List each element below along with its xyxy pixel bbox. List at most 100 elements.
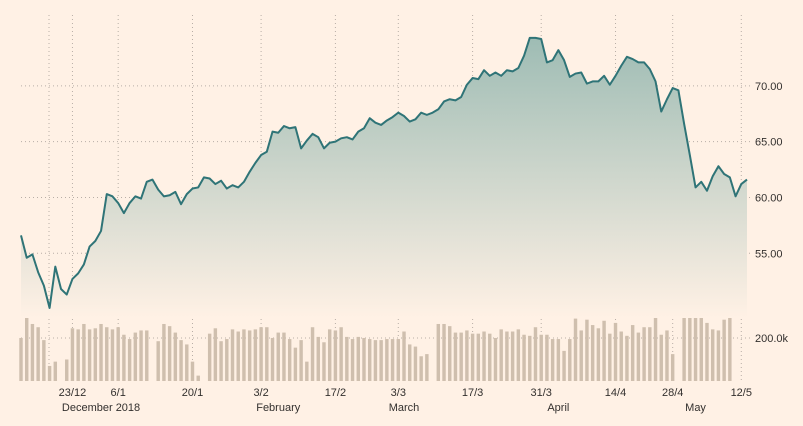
volume-bar [133, 332, 138, 381]
volume-bar [242, 329, 246, 381]
volume-bars [19, 302, 732, 381]
volume-bar [545, 334, 549, 381]
volume-bar [247, 330, 252, 381]
x-axis-date-labels: 23/12 6/1 20/1 3/2 17/2 3/3 17/3 31/3 14/4 28/4 12… [59, 387, 752, 399]
volume-bar [453, 332, 458, 381]
y-axis-labels: 55.00 60.00 65.00 70.00 [755, 81, 783, 260]
volume-bar [322, 342, 326, 381]
volume-bar [207, 333, 212, 381]
volume-bar [670, 354, 675, 381]
volume-bar [339, 327, 343, 381]
volume-bar [373, 340, 378, 381]
volume-bar [699, 317, 703, 381]
volume-bar [659, 334, 663, 381]
x-axis-month-labels: December 2018FebruaryMarchAprilMayJune [62, 402, 707, 414]
volume-bar [145, 330, 149, 381]
y-tick-label: 65.00 [755, 137, 783, 149]
volume-bar [299, 340, 303, 381]
volume-bar [236, 331, 240, 381]
volume-bar [459, 332, 463, 381]
volume-bar [625, 335, 629, 381]
volume-bar [573, 318, 578, 381]
x-month-label: March [389, 402, 420, 414]
volume-bar [379, 340, 383, 381]
volume-tick-label: 200.0k [755, 333, 789, 345]
volume-bar [196, 375, 200, 381]
volume-bar [127, 339, 132, 381]
volume-bar [465, 330, 469, 381]
volume-bar [613, 322, 618, 381]
volume-bar [293, 347, 298, 381]
volume-bar [408, 344, 412, 381]
volume-bar [728, 304, 732, 381]
volume-bar [682, 313, 686, 381]
y-tick-label: 60.00 [755, 192, 783, 204]
volume-bar [105, 327, 109, 381]
volume-bar [402, 331, 406, 381]
volume-bar [82, 323, 86, 381]
volume-bar [93, 328, 98, 381]
x-tick-label: 17/2 [325, 387, 346, 399]
x-month-label: May [685, 402, 706, 414]
volume-bar [270, 337, 275, 381]
volume-bar [265, 327, 269, 381]
volume-bar [550, 339, 555, 381]
volume-bar [253, 329, 258, 381]
x-tick-label: 12/5 [731, 387, 752, 399]
volume-bar [510, 331, 515, 381]
volume-bar [219, 341, 223, 381]
volume-bar [53, 361, 58, 381]
volume-bar [185, 344, 189, 381]
volume-bar [25, 310, 29, 381]
volume-bar [710, 329, 715, 381]
volume-bar [179, 340, 183, 381]
volume-bar [590, 325, 595, 381]
volume-bar [259, 327, 263, 381]
volume-bar [608, 333, 612, 381]
x-tick-label: 3/3 [391, 387, 406, 399]
volume-bar [493, 337, 498, 381]
volume-bar [630, 325, 635, 381]
volume-bar [556, 339, 561, 381]
volume-bar [282, 332, 286, 381]
volume-bar [585, 319, 589, 381]
volume-bar [225, 339, 229, 381]
volume-bar [533, 327, 538, 381]
volume-bar [482, 331, 486, 381]
volume-bar [287, 339, 292, 381]
volume-bar [87, 329, 92, 381]
volume-bar [356, 336, 360, 381]
x-month-label: December 2018 [62, 402, 140, 414]
x-tick-label: 6/1 [111, 387, 126, 399]
volume-bar [310, 327, 315, 381]
volume-bar [110, 329, 115, 381]
volume-bar [448, 326, 452, 381]
price-line [20, 36, 748, 309]
volume-axis-labels: 200.0k [755, 333, 789, 345]
volume-bar [333, 330, 338, 381]
volume-bar [390, 339, 395, 381]
volume-bar [162, 323, 166, 381]
volume-bar [568, 339, 572, 381]
volume-bar [436, 323, 441, 381]
volume-bar [499, 329, 503, 381]
volume-bar [705, 322, 709, 381]
volume-bar [350, 339, 355, 381]
volume-bar [688, 315, 692, 381]
volume-bar [636, 332, 641, 381]
volume-bar [122, 334, 126, 381]
volume-bar [173, 332, 178, 381]
volume-bar [442, 323, 446, 381]
volume-bar [167, 326, 172, 381]
volume-bar [619, 331, 623, 381]
volume-bar [305, 361, 309, 381]
x-tick-label: 14/4 [605, 387, 626, 399]
volume-bar [19, 337, 23, 381]
volume-bar [345, 336, 349, 381]
volume-bar [385, 339, 389, 381]
volume-bar [642, 327, 646, 381]
volume-bar [722, 319, 726, 381]
volume-bar [230, 329, 235, 381]
volume-bar [36, 327, 40, 381]
